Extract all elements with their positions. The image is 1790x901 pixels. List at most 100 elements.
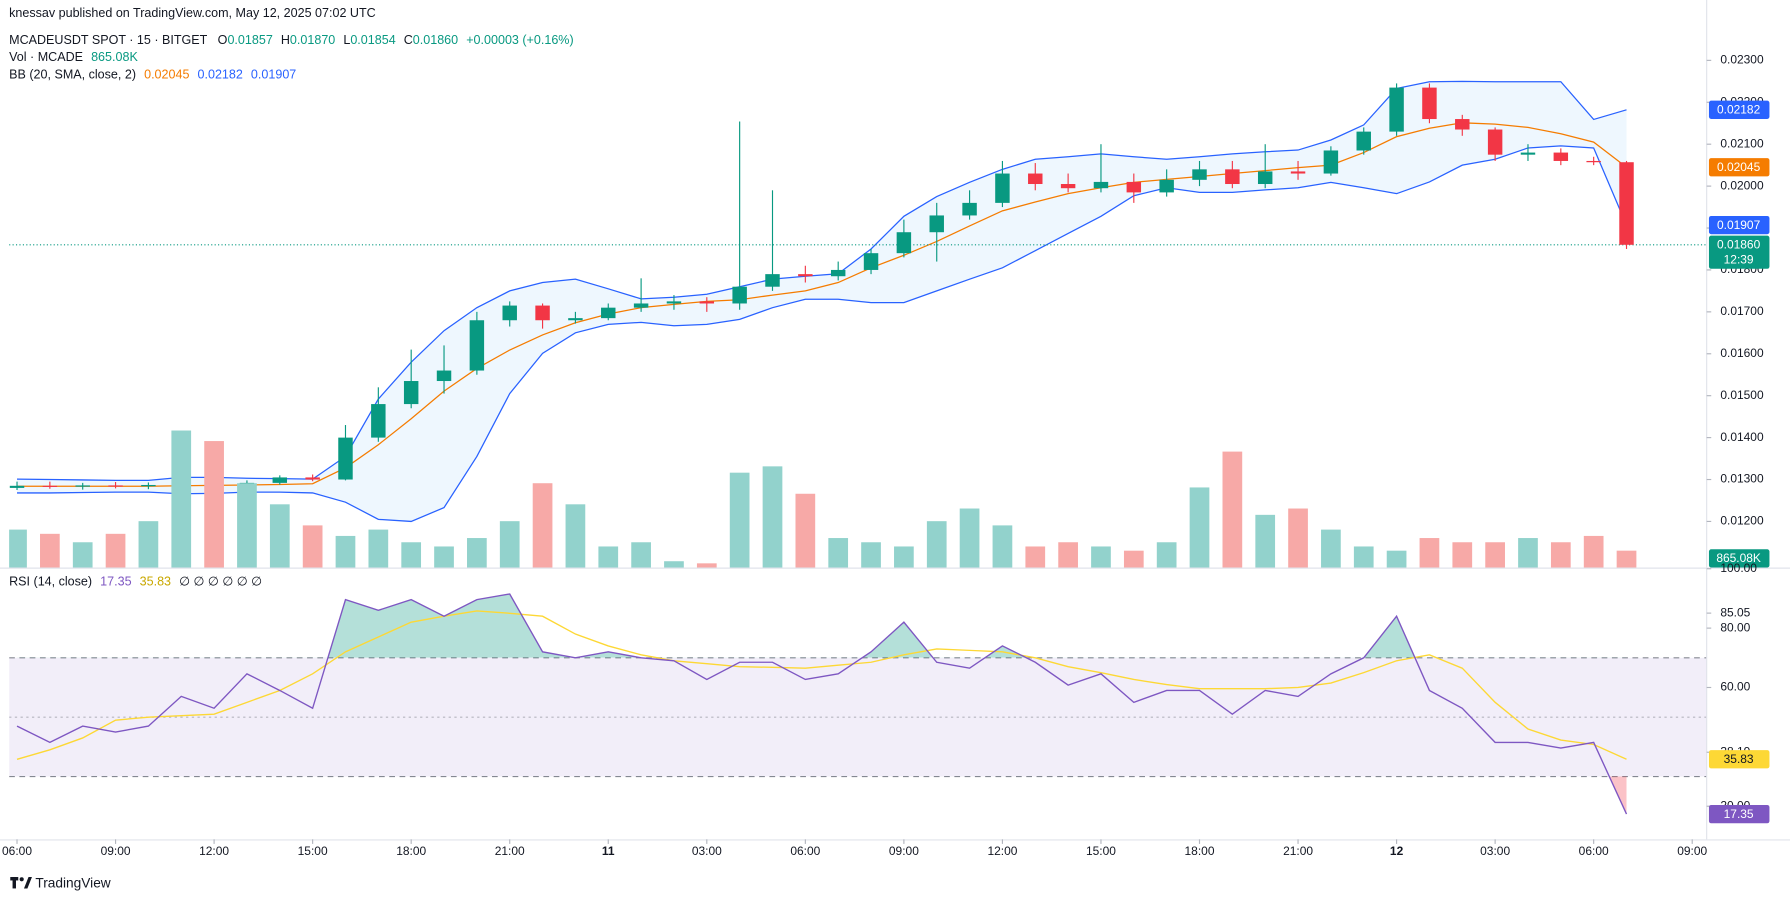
volume-value: 865.08K <box>91 51 138 65</box>
legend-value: 0.01860 <box>413 33 458 47</box>
candle-body <box>305 477 320 480</box>
candle-body <box>601 307 616 319</box>
x-tick-label: 06:00 <box>790 844 820 858</box>
candle-body <box>995 173 1010 203</box>
logo-part <box>23 877 32 889</box>
candle-body <box>141 484 156 487</box>
rsi-legend: RSI (14, close) 17.35 35.83 ∅ ∅ ∅ ∅ ∅ ∅ <box>9 575 262 589</box>
y-tick-label: 0.01700 <box>1720 304 1764 318</box>
rsi-band <box>9 657 1707 777</box>
volume-bar <box>1025 546 1046 568</box>
candle-body <box>962 202 977 216</box>
rsi-value: 17.35 <box>100 575 131 589</box>
x-tick-label: 09:00 <box>101 844 131 858</box>
y-tick-label: 0.01600 <box>1720 346 1764 360</box>
volume-bar <box>1091 546 1111 568</box>
volume-bar <box>9 529 27 568</box>
y-tick-label: 0.01300 <box>1720 472 1764 486</box>
volume-bar <box>729 472 750 568</box>
x-tick-label: 18:00 <box>396 844 426 858</box>
bb-upper-value: 0.02182 <box>198 68 243 82</box>
volume-bar <box>795 493 816 568</box>
x-tick-label: 21:00 <box>495 844 525 858</box>
x-tick-label: 09:00 <box>889 844 919 858</box>
published-note: knessav published on TradingView.com, Ma… <box>9 6 376 20</box>
candle-body <box>535 305 550 321</box>
candle-body <box>1126 181 1142 193</box>
legend-value: 0.01857 <box>227 33 272 47</box>
candle-body <box>1422 87 1437 120</box>
rsi-extra: ∅ ∅ ∅ ∅ ∅ ∅ <box>179 575 262 589</box>
candle-body <box>798 274 813 277</box>
legend-label: L <box>343 33 350 47</box>
volume-bar <box>1452 542 1473 568</box>
rsi-overbought-fill <box>17 593 1627 658</box>
countdown-tag: 12:39 <box>1724 252 1754 266</box>
volume-bar <box>926 521 947 568</box>
bb-basis-tag: 0.02045 <box>1717 160 1761 174</box>
bb-basis-tag-bg <box>1708 158 1770 177</box>
candle-body <box>42 485 58 487</box>
candle-body <box>272 477 288 483</box>
bb-lower-value: 0.01907 <box>251 68 296 82</box>
volume-bar <box>1485 542 1505 568</box>
y-tick-label: 100.00 <box>1720 561 1757 575</box>
bb-upper-tag: 0.02182 <box>1717 103 1761 117</box>
y-tick-label: 0.01400 <box>1720 430 1764 444</box>
candle-body <box>1586 160 1601 163</box>
volume-bar <box>72 542 93 568</box>
volume-bar <box>861 542 881 568</box>
bb-legend: BB (20, SMA, close, 2) 0.02045 0.02182 0… <box>9 68 296 82</box>
y-tick-label: 85.05 <box>1720 605 1750 619</box>
plot-area <box>9 80 1707 815</box>
x-tick-label: 11 <box>602 844 615 858</box>
volume-bar <box>1058 542 1078 568</box>
volume-bar <box>1123 550 1144 568</box>
candle-body <box>830 269 846 277</box>
volume-bar <box>696 563 717 568</box>
y-tick-label: 60.00 <box>1720 680 1750 694</box>
volume-tag: 865.08K <box>1716 551 1761 565</box>
candle-body <box>732 286 747 304</box>
candle-body <box>1192 169 1207 180</box>
volume-bar <box>828 538 849 568</box>
volume-bar <box>40 533 60 568</box>
volume-bar <box>204 441 224 568</box>
volume-bar <box>1386 550 1407 568</box>
axes: 06:00 09:00 12:00 15:00 18:00 21:00 11 03:00 06:… <box>2 53 1770 858</box>
y-tick-label: 0.02300 <box>1720 53 1764 67</box>
symbol-legend: MCADEUSDT SPOT · 15 · BITGET O0.01857 H0… <box>9 33 574 47</box>
legend-change: +0.00003 (+0.16%) <box>466 33 573 47</box>
bb-lower-tag-bg <box>1708 215 1770 235</box>
x-tick-label: 09:00 <box>1677 844 1707 858</box>
candle-body <box>108 485 123 487</box>
candle-body <box>896 232 912 254</box>
candle-body <box>1323 150 1339 174</box>
volume-bar <box>1255 514 1276 568</box>
volume-bar <box>959 508 980 568</box>
volume-bar <box>631 542 651 568</box>
volume-bar <box>105 533 126 568</box>
candle-body <box>1060 184 1076 189</box>
y-tick-label: 80.00 <box>1720 620 1750 634</box>
volume-bar <box>1222 451 1243 568</box>
x-tick-label: 03:00 <box>692 844 722 858</box>
x-tick-label: 21:00 <box>1283 844 1313 858</box>
candle-body <box>371 404 386 438</box>
y-tick-label: 0.01500 <box>1720 388 1764 402</box>
candle-body <box>568 318 583 321</box>
bb-line <box>17 122 1627 487</box>
volume-bar <box>302 525 323 568</box>
last-price-tag: 0.01860 <box>1717 238 1761 252</box>
x-tick-label: 12:00 <box>199 844 229 858</box>
volume-bar <box>1419 538 1440 568</box>
bb-title: BB (20, SMA, close, 2) <box>9 68 136 82</box>
candle-body <box>1553 152 1569 161</box>
candle-body <box>338 437 353 480</box>
candle-body <box>1356 131 1371 151</box>
volume-bar <box>434 546 454 568</box>
candle-body <box>436 370 452 382</box>
candle-body <box>1290 171 1306 174</box>
volume-bar <box>138 521 159 568</box>
x-tick-label: 12 <box>1390 844 1404 858</box>
